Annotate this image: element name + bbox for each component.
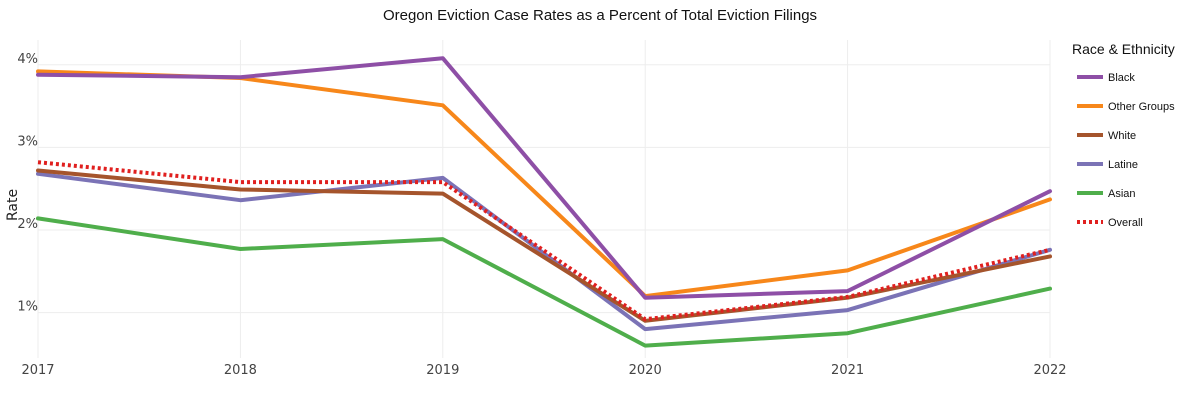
x-axis-ticks: 2017 2018 2019 2020 2021 2022 — [21, 363, 1066, 378]
y-tick-label: 3% — [17, 134, 38, 149]
y-tick-label: 1% — [17, 300, 38, 315]
series-line-latine — [36, 171, 1052, 332]
x-tick-label: 2019 — [426, 363, 459, 378]
series-line-black — [36, 56, 1052, 300]
legend-label-overall: Overall — [1108, 217, 1143, 229]
y-tick-label: 2% — [17, 217, 38, 232]
series-lines — [36, 56, 1052, 348]
y-tick-label: 4% — [17, 52, 38, 67]
legend-label-asian: Asian — [1108, 188, 1136, 200]
chart-title: Oregon Eviction Case Rates as a Percent … — [383, 7, 817, 24]
legend-label-latine: Latine — [1108, 159, 1138, 171]
series-line-overall — [37, 160, 1051, 322]
legend-label-black: Black — [1108, 72, 1135, 84]
x-tick-label: 2021 — [831, 363, 864, 378]
legend-title: Race & Ethnicity — [1072, 41, 1175, 57]
legend: Race & Ethnicity Black Other Groups White L… — [1072, 41, 1175, 229]
x-tick-label: 2018 — [224, 363, 257, 378]
x-tick-label: 2022 — [1033, 363, 1066, 378]
y-axis-label: Rate — [5, 189, 21, 221]
x-tick-label: 2017 — [21, 363, 54, 378]
series-line-asian — [36, 216, 1052, 348]
x-tick-label: 2020 — [629, 363, 662, 378]
legend-label-other-groups: Other Groups — [1108, 101, 1175, 113]
y-axis-ticks: 1% 2% 3% 4% — [17, 52, 38, 315]
legend-label-white: White — [1108, 130, 1136, 142]
